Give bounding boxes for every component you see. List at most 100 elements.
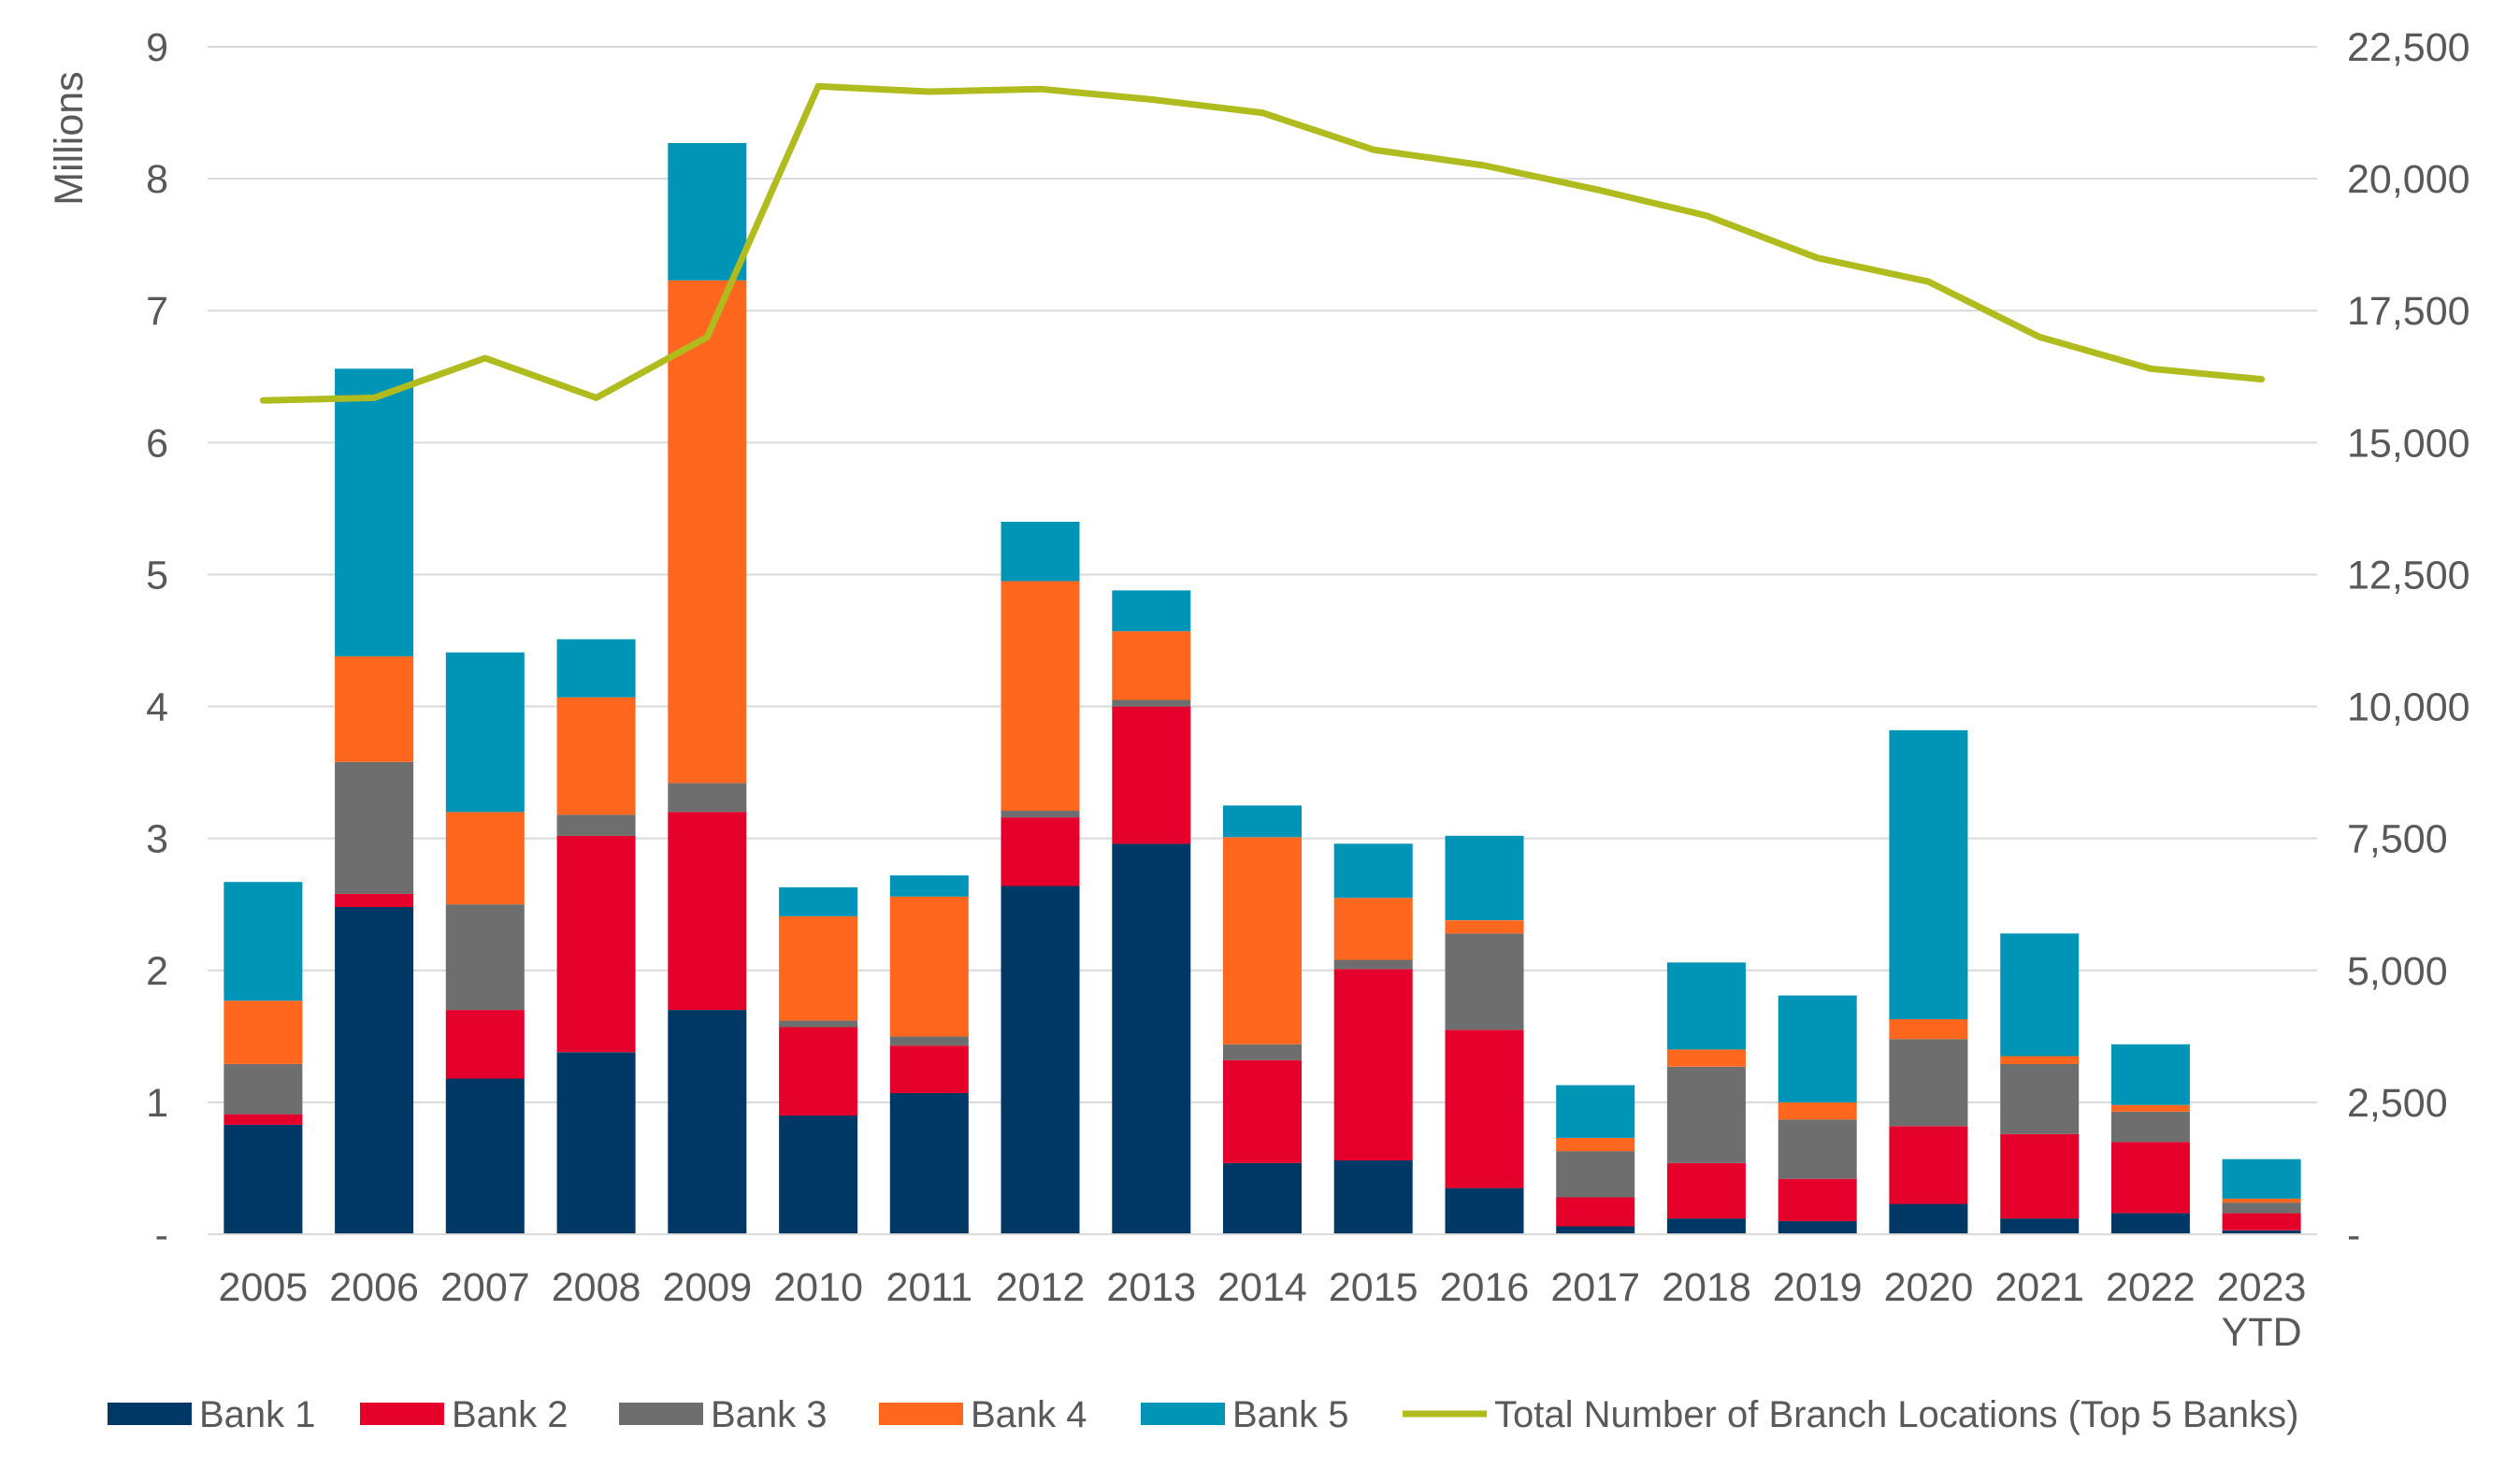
bar-segment [668, 812, 747, 1011]
bar-segment [223, 1001, 303, 1064]
right-tick-label: 17,500 [2347, 289, 2470, 334]
bar-segment [1666, 1066, 1746, 1163]
bar-segment [445, 812, 525, 905]
bar-segment [1223, 805, 1302, 838]
bar-segment [1889, 730, 1968, 1019]
bar-segment [668, 143, 747, 281]
bar-segment [556, 814, 636, 836]
bar-segment [2222, 1230, 2301, 1234]
x-tick-label: 2017 [1550, 1265, 1640, 1310]
bar-segment [1778, 995, 1857, 1102]
bar-segment [2000, 1064, 2080, 1134]
x-tick-label: 2008 [552, 1265, 641, 1310]
bar-segment [1778, 1220, 1857, 1234]
bar-segment [2000, 1056, 2080, 1064]
bar-segment [1445, 1030, 1524, 1188]
x-tick-label: 2014 [1217, 1265, 1307, 1310]
left-tick-label: 9 [146, 25, 168, 70]
right-axis-ticks: - 2,500 5,000 7,500 10,000 12,500 15,000 17,500… [2347, 25, 2470, 1258]
branch-locations-point [2150, 367, 2152, 369]
right-tick-label: - [2347, 1213, 2360, 1258]
x-tick-label: 2015 [1329, 1265, 1418, 1310]
bar-segment [779, 1020, 858, 1028]
x-tick-label: 2019 [1773, 1265, 1863, 1310]
legend-label: Bank 2 [452, 1394, 569, 1435]
bar-segment [1666, 1218, 1746, 1234]
bar-segment [1778, 1102, 1857, 1120]
x-tick-label: 2018 [1662, 1265, 1751, 1310]
x-tick-label: 2005 [219, 1265, 309, 1310]
branch-locations-point [2261, 379, 2263, 381]
legend-swatch [879, 1403, 963, 1425]
legend-label: Bank 4 [971, 1394, 1087, 1435]
branch-locations-point [1040, 88, 1041, 90]
x-tick-label: 2006 [329, 1265, 419, 1310]
bar-segment [335, 907, 414, 1234]
legend: Bank 1 Bank 2 Bank 3 Bank 4 Bank 5 Total Numb… [108, 1394, 2298, 1435]
right-tick-label: 5,000 [2347, 949, 2448, 994]
left-tick-label: 7 [146, 289, 168, 334]
y-axis-title: Millions [47, 71, 92, 205]
bar-segment [1333, 969, 1413, 1160]
bar-segment [1556, 1197, 1635, 1227]
right-tick-label: 12,500 [2347, 553, 2470, 598]
bar-segment [1223, 1044, 1302, 1060]
bar-segment [2000, 933, 2080, 1057]
legend-item: Total Number of Branch Locations (Top 5 … [1403, 1394, 2298, 1435]
legend-item: Bank 3 [619, 1394, 828, 1435]
branch-locations-point [373, 396, 375, 398]
legend-swatch [619, 1403, 703, 1425]
x-tick-label: 2011 [886, 1265, 972, 1310]
bar-segment [2222, 1213, 2301, 1231]
bar-segment [1445, 933, 1524, 1030]
bar-segment [2000, 1218, 2080, 1234]
branch-locations-point [706, 336, 708, 338]
branch-locations-point [596, 396, 598, 398]
x-tick-label: 2020 [1884, 1265, 1974, 1310]
bar-segment [1112, 631, 1191, 700]
stacked-bars [223, 143, 2301, 1234]
bar-segment [335, 368, 414, 656]
bar-segment [1112, 699, 1191, 707]
branch-locations-point [1927, 281, 1929, 282]
left-tick-label: 2 [146, 949, 168, 994]
bar-segment [2222, 1198, 2301, 1203]
bar-segment [1445, 1188, 1524, 1234]
bar-segment [1889, 1203, 1968, 1234]
bar-segment [1556, 1138, 1635, 1152]
left-tick-label: - [155, 1213, 168, 1258]
bar-segment [1445, 835, 1524, 921]
bar-segment [889, 1093, 969, 1234]
bar-segment [1001, 522, 1080, 582]
x-tick-label: 2007 [440, 1265, 530, 1310]
left-tick-label: 3 [146, 817, 168, 862]
left-tick-label: 5 [146, 553, 168, 598]
bar-segment [335, 761, 414, 894]
legend-item: Bank 4 [879, 1394, 1087, 1435]
branch-locations-point [2038, 336, 2040, 338]
bar-segment [1556, 1085, 1635, 1138]
bar-segment [1889, 1039, 1968, 1127]
bar-segment [668, 1010, 747, 1234]
bar-segment [556, 639, 636, 698]
left-axis-ticks: - 1 2 3 4 5 6 7 8 9 [146, 25, 168, 1258]
bar-segment [1889, 1126, 1968, 1204]
branch-locations-point [1594, 188, 1596, 190]
x-tick-label: 2009 [662, 1265, 752, 1310]
bar-segment [445, 652, 525, 813]
bar-segment [1333, 843, 1413, 899]
bar-segment [2222, 1203, 2301, 1214]
x-tick-label: 2012 [996, 1265, 1086, 1310]
bar-segment [2000, 1133, 2080, 1219]
branch-line-series [259, 82, 2266, 404]
bar-segment [1666, 1049, 1746, 1067]
legend-swatch [360, 1403, 444, 1425]
x-tick-label: 2016 [1440, 1265, 1530, 1310]
left-tick-label: 8 [146, 157, 168, 202]
bar-segment [556, 835, 636, 1053]
right-tick-label: 22,500 [2347, 25, 2470, 70]
branch-locations-point [817, 85, 819, 87]
right-tick-label: 7,500 [2347, 817, 2448, 862]
x-tick-label: 2022 [2106, 1265, 2196, 1310]
